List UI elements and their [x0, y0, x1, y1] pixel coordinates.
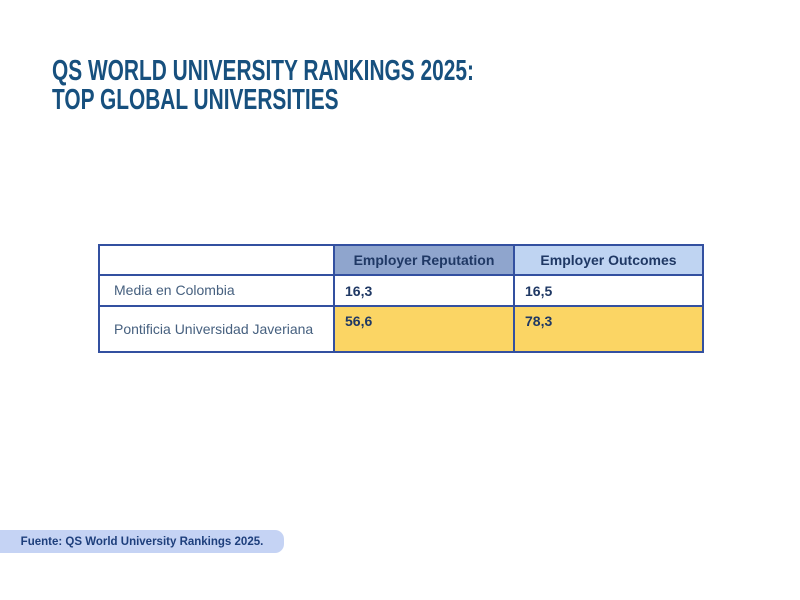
table-row-javeriana: Pontificia Universidad Javeriana 56,6 78…	[98, 305, 704, 353]
page-title-line-2: TOP GLOBAL UNIVERSITIES	[52, 84, 339, 116]
page-title-line-1: QS WORLD UNIVERSITY RANKINGS 2025:	[52, 55, 474, 87]
value-cell-reputation-highlighted: 56,6	[333, 305, 515, 353]
page-title: QS WORLD UNIVERSITY RANKINGS 2025: TOP G…	[52, 57, 474, 115]
value-cell-reputation: 16,3	[333, 274, 515, 307]
source-badge: Fuente: QS World University Rankings 202…	[0, 530, 284, 553]
row-label-cell: Media en Colombia	[98, 274, 335, 307]
rankings-table: Employer Reputation Employer Outcomes Me…	[98, 244, 704, 353]
header-cell-employer-reputation: Employer Reputation	[333, 244, 515, 276]
header-cell-employer-outcomes: Employer Outcomes	[513, 244, 704, 276]
row-label-cell: Pontificia Universidad Javeriana	[98, 305, 335, 353]
value-cell-outcomes: 16,5	[513, 274, 704, 307]
value-cell-outcomes-highlighted: 78,3	[513, 305, 704, 353]
table-row-media-en-colombia: Media en Colombia 16,3 16,5	[98, 274, 704, 307]
header-cell-empty	[98, 244, 335, 276]
table-header-row: Employer Reputation Employer Outcomes	[98, 244, 704, 276]
